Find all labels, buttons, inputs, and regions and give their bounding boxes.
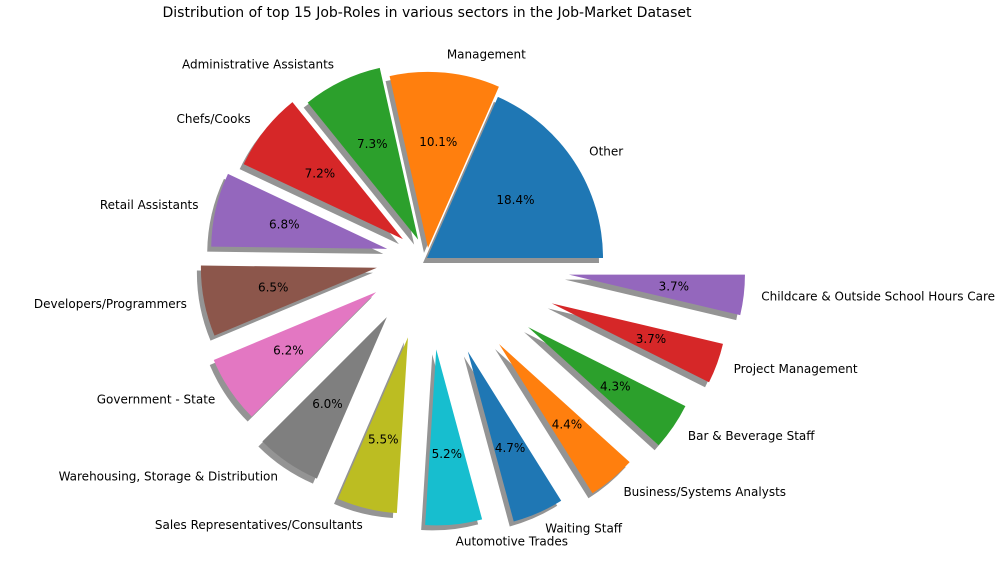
wedge — [211, 173, 388, 249]
slice-label: Project Management — [734, 362, 858, 376]
value-label: 6.2% — [273, 343, 304, 357]
chart-title: Distribution of top 15 Job-Roles in vari… — [162, 5, 692, 21]
slice-label: Government - State — [97, 392, 216, 406]
wedge — [425, 349, 483, 526]
value-label: 6.8% — [269, 218, 300, 232]
value-label: 4.7% — [495, 441, 526, 455]
value-label: 5.2% — [432, 447, 463, 461]
slice-label: Sales Representatives/Consultants — [155, 518, 363, 532]
wedge — [338, 337, 408, 514]
slice-label: Waiting Staff — [545, 521, 623, 535]
value-label: 3.7% — [636, 332, 667, 346]
slice-label: Developers/Programmers — [34, 297, 187, 311]
value-label: 6.5% — [258, 280, 289, 294]
slice-label: Management — [447, 48, 526, 62]
wedge — [243, 102, 403, 240]
value-label: 6.0% — [312, 397, 343, 411]
slice-label: Bar & Beverage Staff — [688, 429, 815, 443]
wedge — [262, 317, 387, 479]
wedge — [427, 96, 603, 258]
wedge — [499, 344, 630, 494]
slice-label: Business/Systems Analysts — [623, 485, 786, 499]
wedge — [528, 327, 686, 446]
slice-label: Other — [589, 145, 623, 159]
value-label: 5.5% — [368, 433, 399, 447]
wedge — [467, 351, 562, 522]
value-label: 7.2% — [305, 166, 336, 180]
value-label: 4.3% — [600, 379, 631, 393]
value-label: 18.4% — [496, 193, 534, 207]
wedge — [213, 292, 377, 417]
wedge — [200, 265, 377, 336]
value-label: 3.7% — [659, 279, 690, 293]
slice-label: Automotive Trades — [456, 535, 568, 549]
wedge — [551, 303, 723, 383]
slice-label: Warehousing, Storage & Distribution — [59, 470, 278, 484]
wedge — [389, 71, 499, 248]
slice-label: Chefs/Cooks — [177, 112, 251, 126]
value-label: 10.1% — [419, 135, 457, 149]
wedge-shadow — [547, 308, 719, 388]
value-label: 4.4% — [552, 418, 583, 432]
wedge — [568, 274, 745, 316]
wedge — [307, 67, 419, 240]
slice-label: Retail Assistants — [100, 198, 199, 212]
slice-label: Childcare & Outside School Hours Care — [761, 290, 995, 304]
value-label: 7.3% — [357, 137, 388, 151]
slice-label: Administrative Assistants — [182, 58, 334, 72]
